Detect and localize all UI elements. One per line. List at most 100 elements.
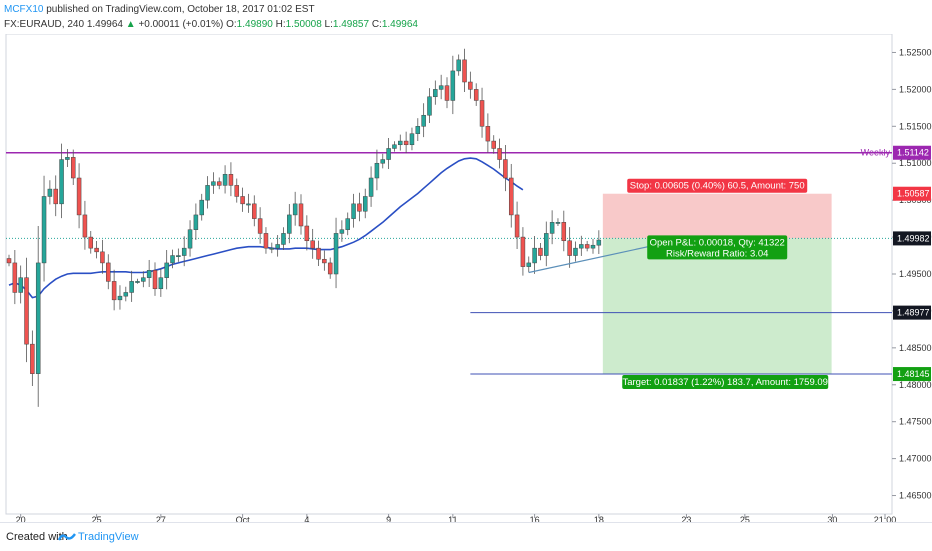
- target-price-value: 1.48145: [897, 369, 930, 379]
- bearish-candle: [514, 214, 520, 238]
- bearish-candle: [106, 262, 111, 282]
- bullish-candle: [146, 270, 152, 278]
- bullish-candle: [135, 281, 140, 283]
- bullish-candle: [164, 262, 169, 278]
- author-name[interactable]: MCFX10: [4, 4, 44, 15]
- bullish-candle: [211, 181, 216, 186]
- bearish-candle: [240, 196, 245, 205]
- bearish-candle: [584, 244, 590, 249]
- stop-price-value: 1.50587: [897, 189, 930, 199]
- bearish-candle: [234, 185, 240, 197]
- date-tick-label: 11: [448, 515, 457, 522]
- current-price-value: 1.49982: [897, 233, 930, 243]
- date-tick-label: 21:00: [874, 515, 897, 522]
- bearish-candle: [6, 258, 12, 264]
- chart-header: MCFX10 published on TradingView.com, Oct…: [0, 0, 932, 34]
- date-tick-label: 30: [827, 515, 837, 522]
- tradingview-brand[interactable]: TradingView: [78, 531, 139, 543]
- bearish-candle: [508, 177, 514, 216]
- bearish-candle: [479, 100, 485, 127]
- price-tick-label: 1.49500: [899, 269, 932, 279]
- bullish-candle: [421, 114, 426, 127]
- bullish-candle: [368, 177, 374, 197]
- bullish-candle: [292, 203, 298, 216]
- date-tick-label: 16: [530, 515, 540, 522]
- bearish-candle: [444, 85, 450, 101]
- close-value: 1.49964: [381, 19, 418, 30]
- bearish-candle: [76, 177, 82, 216]
- bullish-candle: [269, 247, 275, 250]
- bearish-candle: [485, 126, 491, 142]
- date-tick-label: Oct: [236, 515, 251, 522]
- stop-label-box: [627, 178, 808, 193]
- bullish-candle: [333, 233, 339, 275]
- bullish-candle: [199, 199, 204, 216]
- bullish-candle: [362, 196, 368, 212]
- bearish-candle: [538, 247, 543, 256]
- bullish-candle: [339, 229, 345, 234]
- bullish-candle: [427, 96, 432, 116]
- price-tick-label: 1.48000: [899, 380, 932, 390]
- bullish-candle: [123, 292, 129, 297]
- price-tick-label: 1.47500: [899, 417, 932, 427]
- bullish-candle: [374, 162, 380, 179]
- high-label: H:: [275, 19, 286, 30]
- bullish-candle: [246, 203, 251, 206]
- bearish-candle: [310, 240, 315, 249]
- bearish-candle: [561, 222, 567, 242]
- bullish-candle: [433, 89, 438, 98]
- low-label: L:: [324, 19, 333, 30]
- bearish-candle: [263, 233, 269, 249]
- bearish-candle: [322, 258, 327, 264]
- bullish-candle: [555, 222, 561, 224]
- bullish-candle: [187, 229, 193, 249]
- bullish-candle: [35, 262, 41, 374]
- target-label-text: Target: 0.01837 (1.22%) 183.7, Amount: 1…: [622, 377, 827, 388]
- bullish-candle: [526, 262, 532, 267]
- bearish-candle: [24, 277, 29, 345]
- date-tick-label: 25: [740, 515, 750, 522]
- bearish-candle: [316, 247, 321, 260]
- bullish-candle: [170, 255, 175, 264]
- bearish-candle: [257, 218, 263, 234]
- bearish-candle: [252, 203, 257, 219]
- date-tick-label: 25: [92, 515, 102, 522]
- tradingview-logo-icon[interactable]: [58, 530, 76, 544]
- level-price-badge: [893, 305, 931, 320]
- price-tick-label: 1.52500: [899, 47, 932, 57]
- date-tick-label: 20: [16, 515, 26, 522]
- bearish-candle: [12, 262, 18, 293]
- stop-price-badge: [893, 186, 931, 201]
- price-chart[interactable]: 1.525001.520001.515001.510001.505001.500…: [0, 34, 932, 522]
- bullish-candle: [141, 277, 146, 282]
- bullish-candle: [596, 239, 602, 246]
- bullish-candle: [386, 148, 391, 160]
- bearish-candle: [357, 203, 362, 212]
- bullish-candle: [65, 157, 70, 160]
- date-tick-label: 4: [304, 515, 309, 522]
- symbol-label[interactable]: FX:EURAUD, 240: [4, 19, 85, 30]
- bullish-candle: [47, 188, 53, 197]
- bullish-candle: [129, 281, 134, 293]
- bullish-candle: [222, 174, 228, 186]
- bullish-candle: [409, 133, 415, 146]
- bullish-candle: [351, 203, 356, 219]
- pnl-label-box: [647, 235, 788, 260]
- bearish-candle: [298, 203, 304, 227]
- bullish-candle: [181, 247, 187, 256]
- bearish-candle: [53, 188, 58, 205]
- bullish-candle: [456, 59, 461, 72]
- bearish-candle: [94, 247, 99, 253]
- bearish-candle: [82, 214, 88, 238]
- bullish-candle: [117, 295, 123, 301]
- bearish-candle: [462, 59, 467, 83]
- bearish-candle: [88, 236, 94, 249]
- bullish-candle: [176, 255, 181, 257]
- bullish-candle: [544, 233, 549, 256]
- bullish-candle: [579, 244, 584, 249]
- bullish-candle: [158, 277, 164, 290]
- bearish-candle: [567, 240, 572, 256]
- bearish-candle: [228, 174, 234, 186]
- bullish-candle: [532, 247, 537, 264]
- bullish-candle: [380, 159, 386, 164]
